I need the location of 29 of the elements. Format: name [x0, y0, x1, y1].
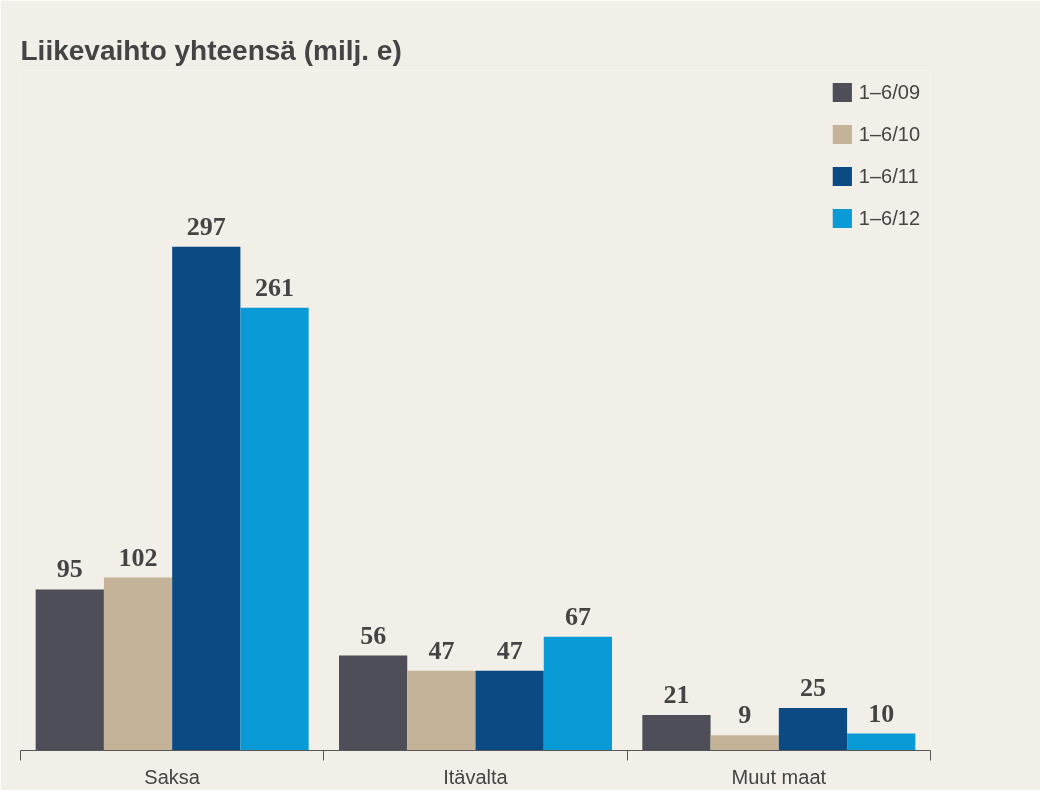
bar	[710, 735, 779, 751]
data-label: 102	[118, 542, 158, 572]
bar	[240, 307, 309, 751]
bar	[172, 246, 241, 751]
bar	[543, 636, 612, 751]
data-label: 9	[738, 700, 752, 730]
data-label: 297	[186, 211, 226, 241]
x-tick-label: Muut maat	[731, 765, 827, 788]
x-tick-label: Itävalta	[443, 765, 509, 788]
data-label: 95	[56, 554, 83, 584]
data-label: 47	[496, 635, 523, 665]
legend-label: 1–6/09	[858, 80, 920, 104]
data-label: 10	[868, 698, 895, 728]
x-tick-label: Saksa	[144, 765, 201, 788]
data-label: 47	[428, 635, 455, 665]
bar	[847, 733, 916, 751]
data-label: 25	[799, 673, 826, 703]
chart-title: Liikevaihto yhteensä (milj. e)	[20, 34, 402, 66]
data-label: 56	[360, 620, 387, 650]
bar	[475, 670, 544, 751]
data-label: 67	[564, 601, 591, 631]
bar	[407, 670, 476, 751]
data-label: 261	[255, 272, 295, 302]
bar	[103, 577, 173, 751]
data-label: 21	[663, 679, 690, 709]
legend-label: 1–6/11	[858, 164, 919, 188]
bar	[778, 708, 848, 751]
legend-label: 1–6/10	[858, 122, 920, 146]
legend-label: 1–6/12	[858, 206, 920, 230]
